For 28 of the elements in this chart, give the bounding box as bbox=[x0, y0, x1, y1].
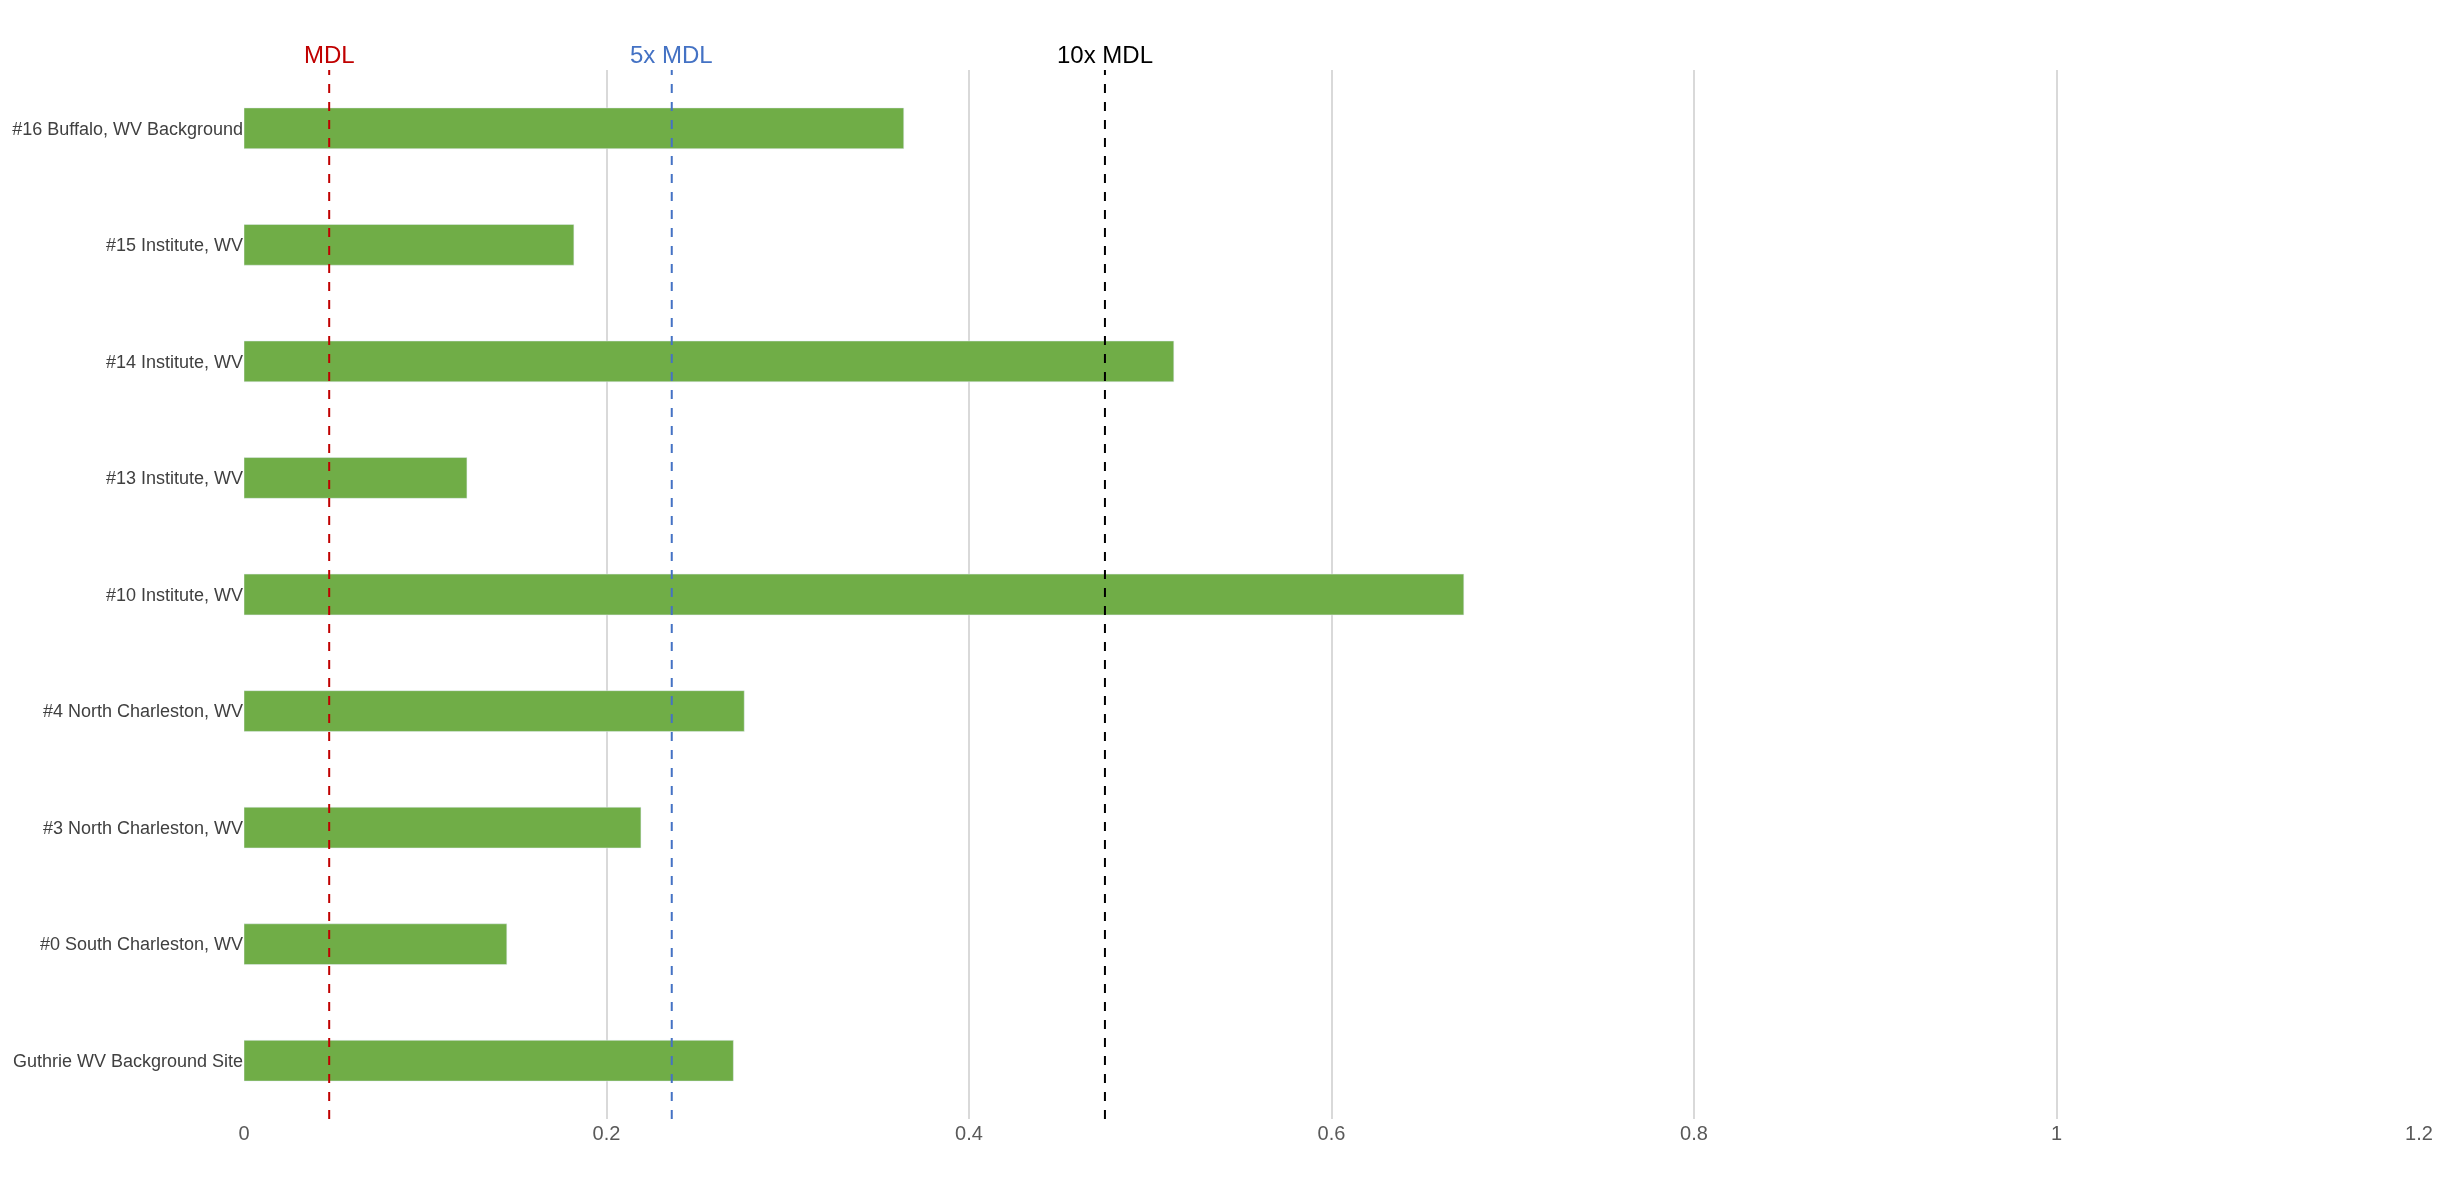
x-tick-label: 0 bbox=[238, 1122, 250, 1144]
x-tick-label: 0.4 bbox=[955, 1122, 983, 1144]
x-tick-label: 0.6 bbox=[1317, 1122, 1346, 1144]
bar bbox=[244, 923, 508, 965]
y-tick-label: #13 Institute, WV bbox=[105, 468, 243, 489]
bar bbox=[244, 573, 1465, 616]
x-tick-label: 1.2 bbox=[2405, 1122, 2433, 1144]
bar bbox=[244, 340, 1175, 383]
ref-line-label: 5x MDL bbox=[630, 41, 713, 68]
x-tick-label: 0.2 bbox=[592, 1122, 621, 1144]
y-tick-label: #10 Institute, WV bbox=[105, 584, 243, 605]
x-tick-label: 1 bbox=[2050, 1122, 2063, 1144]
bar bbox=[244, 690, 745, 732]
y-tick-label: #15 Institute, WV bbox=[105, 235, 243, 256]
y-tick-label: Guthrie WV Background Site bbox=[12, 1051, 243, 1072]
bar bbox=[244, 806, 642, 849]
y-tick-label: #0 South Charleston, WV bbox=[39, 934, 243, 955]
x-tick-label: 0.8 bbox=[1680, 1122, 1708, 1144]
bar bbox=[244, 107, 904, 149]
y-tick-label: #16 Buffalo, WV Background bbox=[12, 118, 243, 139]
y-tick-label: #3 North Charleston, WV bbox=[42, 817, 243, 838]
y-tick-label: #4 North Charleston, WV bbox=[42, 701, 243, 722]
ref-line-label: 10x MDL bbox=[1057, 41, 1154, 68]
y-tick-label: #14 Institute, WV bbox=[105, 351, 243, 372]
bar bbox=[244, 1040, 734, 1082]
bar bbox=[244, 457, 468, 499]
ref-line-label: MDL bbox=[304, 41, 355, 68]
bar bbox=[244, 224, 575, 266]
